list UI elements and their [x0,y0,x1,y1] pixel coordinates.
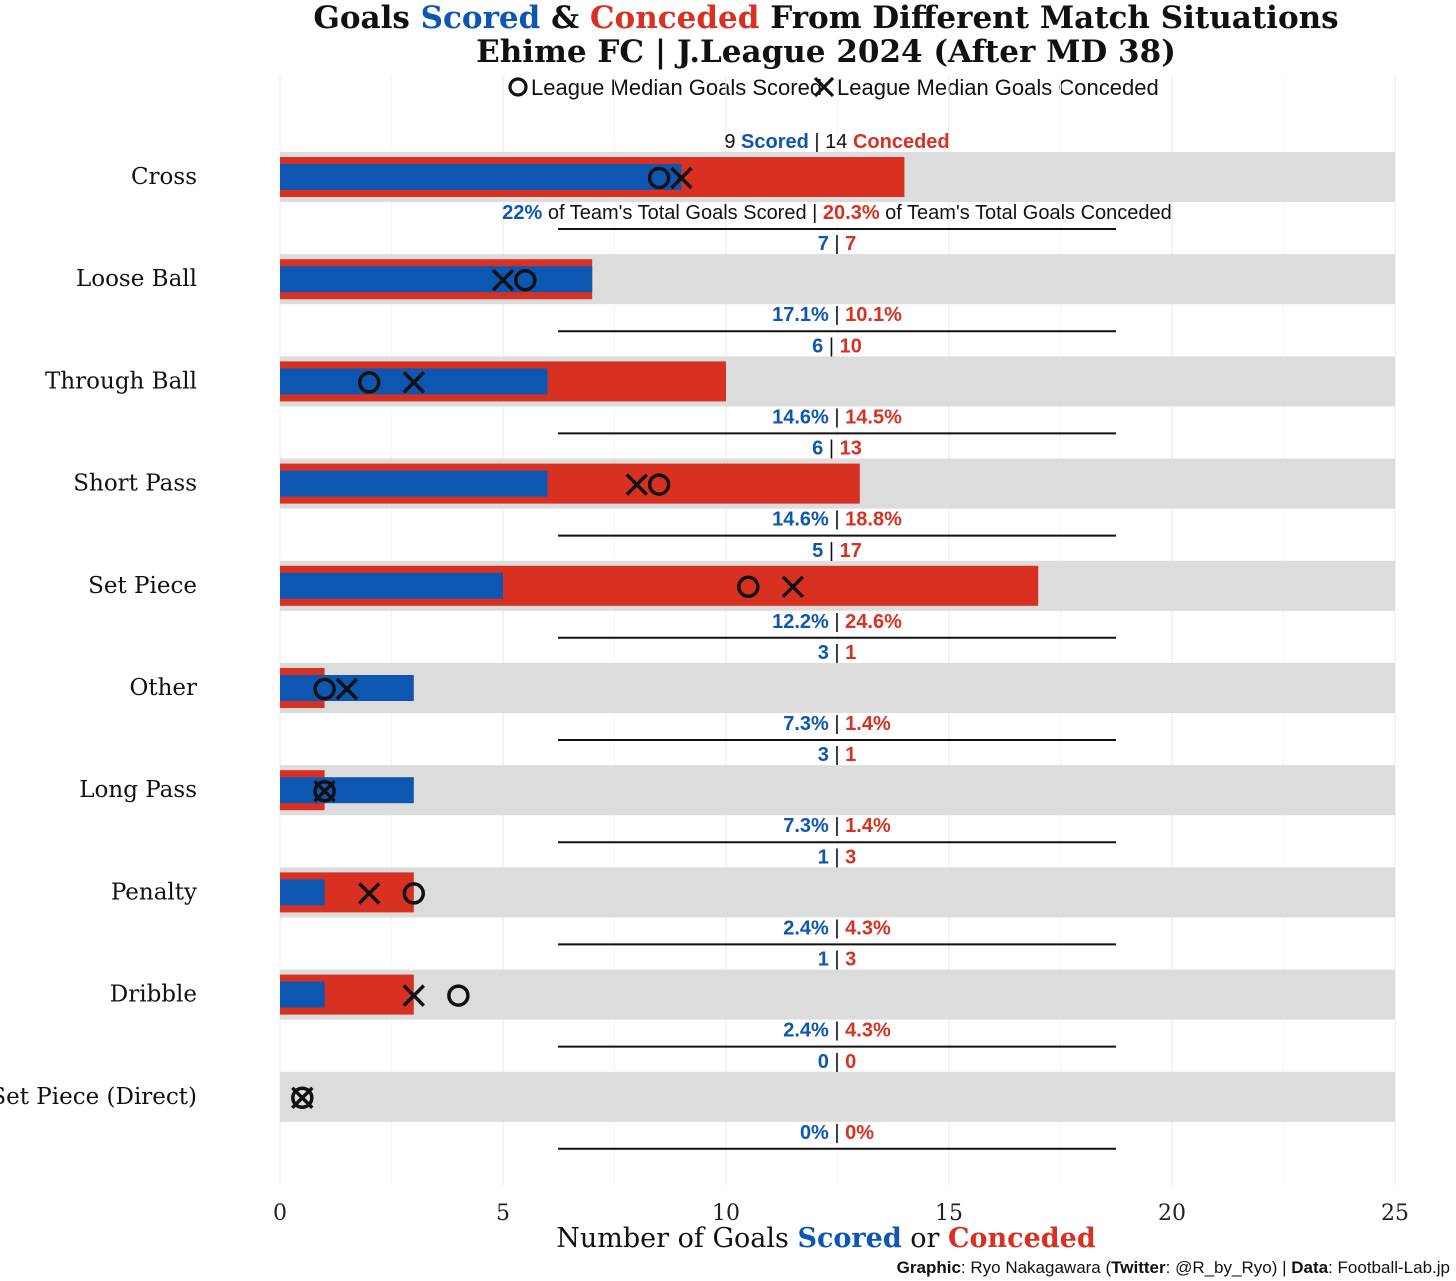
percent-label: 12.2% | 24.6% [772,611,902,633]
count-label: 5 | 17 [812,540,862,562]
category-label: Through Ball [45,368,197,394]
category-label: Penalty [111,879,197,905]
row-track [280,969,1395,1020]
scored-bar [280,164,682,190]
percent-label: 14.6% | 14.5% [772,406,902,428]
category-label: Set Piece [88,573,197,599]
median-scored-marker [447,984,470,1007]
category-label: Other [129,675,197,701]
median-scored-marker [291,1086,314,1110]
scored-bar [280,572,503,599]
percent-label: 7.3% | 1.4% [783,815,891,837]
category-label: Loose Ball [76,266,197,292]
legend-cross-icon [813,76,835,98]
median-scored-marker [402,882,426,905]
median-scored-marker [313,779,336,803]
scored-bar [280,981,325,1008]
category-row: Dribble 1 | 3 2.4% | 4.3% [110,949,1395,1048]
legend: League Median Goals Scored League Median… [508,75,1159,100]
count-label: 0 | 0 [818,1051,857,1073]
percent-label: 2.4% | 4.3% [783,917,891,939]
row-track [280,663,1395,713]
median-conceded-marker [670,166,693,190]
legend-conceded-median: League Median Goals Conceded [837,75,1159,100]
percent-label: 22% of Team's Total Goals Scored | 20.3%… [502,202,1172,224]
category-label: Dribble [110,982,197,1008]
category-row: Long Pass 3 | 1 7.3% | 1.4% [79,744,1395,844]
category-row: Loose Ball 7 | 7 17.1% | 10.1% [76,233,1395,333]
x-tick-label: 5 [496,1201,510,1226]
count-label: 3 | 1 [818,642,857,664]
x-tick-label: 0 [273,1201,287,1226]
median-conceded-marker [491,268,515,292]
category-label: Cross [131,164,197,190]
row-track [280,867,1395,918]
legend-scored-median: League Median Goals Scored [531,75,822,100]
chart-title: Goals Scored & Conceded From Different M… [313,0,1338,36]
category-label: Long Pass [79,777,197,803]
plot-rows: Cross 9 Scored | 14 Conceded 22% of Team's… [0,131,1395,1150]
percent-label: 2.4% | 4.3% [783,1020,891,1042]
median-conceded-marker [291,1086,314,1110]
count-label: 9 Scored | 14 Conceded [724,131,949,153]
percent-label: 17.1% | 10.1% [772,304,902,326]
percent-label: 7.3% | 1.4% [783,713,891,735]
median-scored-marker [737,575,760,599]
scored-bar [280,266,593,293]
category-row: Set Piece (Direct) 0 | 0 0% | 0% [0,1051,1395,1150]
footer-credit: Graphic: Ryo Nakagawara (Twitter: @R_by_… [897,1258,1450,1277]
category-label: Short Pass [73,471,197,497]
median-scored-marker [313,677,336,701]
category-row: Other 3 | 1 7.3% | 1.4% [129,642,1395,741]
x-tick-label: 25 [1381,1201,1409,1226]
percent-label: 0% | 0% [800,1122,874,1144]
median-conceded-marker [335,677,359,701]
median-scored-marker [357,371,381,394]
median-scored-marker [514,268,537,292]
x-tick-label: 15 [935,1201,963,1226]
scored-bar [280,777,414,804]
x-tick-label: 10 [712,1201,740,1226]
median-scored-marker [647,166,671,190]
x-tick-label: 20 [1158,1201,1186,1226]
median-conceded-marker [781,575,805,599]
median-conceded-marker [313,779,336,803]
legend-circle-icon [508,77,528,97]
count-label: 6 | 13 [812,438,862,460]
x-axis-label: Number of Goals Scored or Conceded [556,1223,1096,1254]
count-label: 1 | 3 [818,949,857,971]
count-label: 6 | 10 [812,335,862,357]
percent-label: 14.6% | 18.8% [772,509,902,531]
row-track [280,765,1395,816]
category-row: Cross 9 Scored | 14 Conceded 22% of Team's… [131,131,1395,230]
row-track [280,1071,1395,1122]
median-conceded-marker [625,473,649,496]
category-row: Penalty 1 | 3 2.4% | 4.3% [111,846,1395,946]
count-label: 7 | 7 [818,233,857,255]
median-conceded-marker [402,984,426,1007]
scored-bar [280,879,325,906]
scored-bar [280,470,548,497]
median-conceded-marker [357,882,381,905]
count-label: 1 | 3 [818,846,857,868]
category-row: Through Ball 6 | 10 14.6% | 14.5% [45,335,1395,435]
chart-subtitle: Ehime FC | J.League 2024 (After MD 38) [476,34,1176,70]
median-scored-marker [647,473,671,496]
median-conceded-marker [402,371,426,394]
category-row: Short Pass 6 | 13 14.6% | 18.8% [73,438,1395,537]
count-label: 3 | 1 [818,744,857,766]
category-label: Set Piece (Direct) [0,1084,197,1110]
x-axis-ticks: 0 5 10 15 20 25 [273,1201,1409,1226]
category-row: Set Piece 5 | 17 12.2% | 24.6% [88,540,1395,639]
